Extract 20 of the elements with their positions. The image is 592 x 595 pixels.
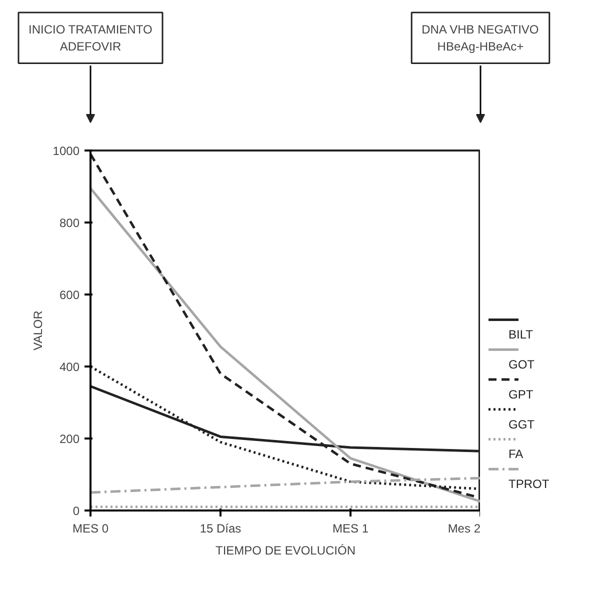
y-tick-label: 200	[59, 432, 80, 446]
legend-label: GOT	[508, 358, 536, 372]
text: DNA VHB NEGATIVO HBeAg-HBeAc+	[422, 22, 539, 54]
x-tick-label: 15 Días	[200, 522, 242, 536]
y-tick-label: 1000	[52, 144, 80, 158]
legend-label: GGT	[508, 417, 536, 432]
legend-label: BILT	[508, 328, 534, 342]
y-tick-label: 600	[59, 288, 80, 302]
y-tick-label: 0	[72, 504, 80, 518]
x-tick-label: MES 1	[332, 522, 369, 536]
x-tick-label: Mes 2	[448, 522, 481, 536]
legend-label: GPT	[508, 387, 534, 402]
y-tick-label: 400	[59, 360, 80, 374]
y-axis-title: VALOR	[30, 310, 45, 350]
legend-label: TPROT	[508, 477, 550, 492]
y-tick-label: 800	[59, 216, 80, 230]
text: INICIO TRATAMIENTO ADEFOVIR	[28, 22, 152, 54]
x-tick-label: MES 0	[72, 522, 109, 536]
x-axis-title: TIEMPO DE EVOLUCIÓN	[215, 544, 356, 558]
legend-label: FA	[508, 447, 524, 462]
